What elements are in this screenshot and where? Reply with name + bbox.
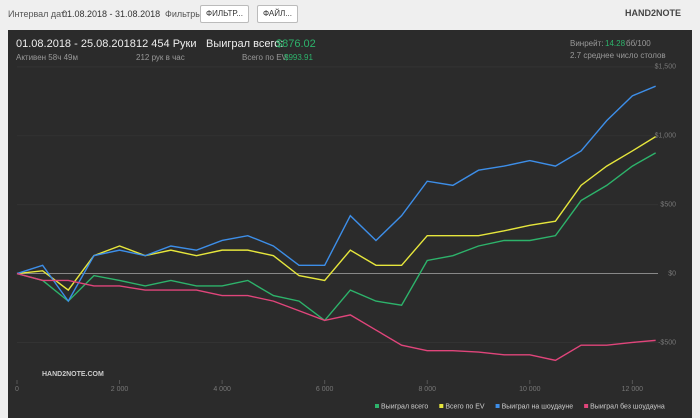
legend-swatch	[375, 404, 379, 408]
x-tick-label: 10 000	[519, 386, 541, 393]
interval-label: Интервал дат:	[8, 9, 68, 19]
series-line	[16, 272, 656, 362]
y-tick-label: $500	[660, 202, 676, 209]
legend-label: Всего по EV	[445, 403, 485, 410]
x-tick-label: 0	[15, 386, 19, 393]
series-line	[16, 85, 656, 303]
x-tick-label: 4 000	[213, 386, 231, 393]
winrate-label: Винрейт:	[570, 39, 604, 48]
panel: 01.08.2018 - 25.08.2018 Активен 58ч 49м …	[8, 30, 692, 418]
filters-label: Фильтры:	[165, 9, 205, 19]
y-tick-label: $1,000	[655, 133, 677, 140]
period: 01.08.2018 - 25.08.2018	[16, 38, 136, 50]
interval-value[interactable]: 01.08.2018 - 31.08.2018	[62, 9, 161, 19]
legend-label: Выиграл на шоудауне	[502, 403, 574, 410]
won-value: $876.02	[276, 38, 316, 50]
won-label: Выиграл всего:	[206, 38, 284, 50]
legend-swatch	[495, 404, 500, 408]
x-tick-label: 2 000	[111, 386, 129, 393]
ev-label: Всего по EV:	[242, 53, 289, 62]
series-line	[16, 136, 657, 292]
series-line	[16, 152, 656, 322]
tables: 2.7 среднее число столов	[570, 51, 666, 60]
hands-per-hour: 212 рук в час	[136, 53, 185, 62]
logo: HAND2NOTE	[625, 8, 682, 18]
x-tick-label: 6 000	[316, 386, 334, 393]
y-tick-label: $1,500	[655, 64, 677, 71]
legend-swatch	[584, 404, 589, 408]
y-tick-label: $0	[668, 270, 676, 277]
x-tick-label: 12 000	[622, 386, 644, 393]
hands: 12 454 Руки	[136, 38, 197, 50]
active: Активен 58ч 49м	[16, 53, 78, 62]
watermark: HAND2NOTE.COM	[42, 371, 104, 378]
winrate-value: 14.28	[605, 39, 626, 48]
y-tick-label: -$500	[658, 339, 676, 346]
legend-swatch	[439, 404, 444, 408]
legend-label: Выиграл всего	[381, 403, 428, 410]
ev-value: $993.91	[284, 53, 313, 62]
x-tick-label: 8 000	[418, 386, 436, 393]
file-button[interactable]: ФАЙЛ...	[257, 5, 298, 23]
legend-label: Выиграл без шоудауна	[590, 402, 665, 410]
filter-button[interactable]: ФИЛЬТР...	[200, 5, 249, 23]
winrate-unit: бб/100	[626, 39, 651, 48]
